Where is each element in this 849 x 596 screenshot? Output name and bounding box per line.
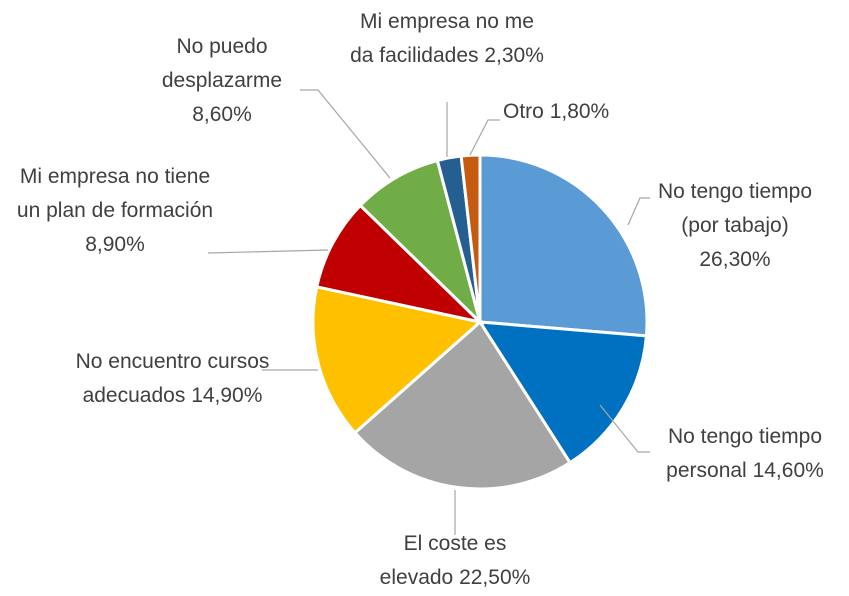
category-label: No tengo tiempo personal <box>666 425 823 482</box>
pie-slice <box>459 153 482 323</box>
pie-slice <box>478 153 649 338</box>
value-label: 8,60% <box>192 103 252 126</box>
slice-label: No puedo desplazarme 8,60% <box>147 30 297 132</box>
slice-label: Mi empresa no tiene un plan de formación… <box>15 160 215 262</box>
category-label: No puedo desplazarme <box>161 35 283 92</box>
category-label: No tengo tiempo (por tabajo) <box>657 180 813 237</box>
value-label: 22,50% <box>459 566 531 589</box>
slice-label: No tengo tiempo personal 14,60% <box>645 420 845 488</box>
category-label: Otro <box>503 100 544 123</box>
pie-slice <box>477 320 649 465</box>
leader-line <box>599 404 650 453</box>
value-label: 1,80% <box>549 100 610 123</box>
pie-slice <box>314 203 485 325</box>
value-label: 14,90% <box>191 384 263 407</box>
value-label: 8,90% <box>85 233 145 256</box>
value-label: 26,30% <box>699 248 771 271</box>
pie-slice <box>352 319 573 491</box>
slice-label: No encuentro cursos adecuados 14,90% <box>75 345 270 413</box>
slice-label: No tengo tiempo (por tabajo) 26,30% <box>645 175 825 277</box>
slice-label: Otro 1,80% <box>503 95 643 129</box>
pie-slice <box>358 158 483 327</box>
slices <box>311 153 649 491</box>
value-label: 14,60% <box>752 459 824 482</box>
category-label: Mi empresa no me da facilidades <box>350 10 534 67</box>
leader-line <box>300 89 391 179</box>
slice-label: El coste es elevado 22,50% <box>365 527 545 595</box>
category-label: Mi empresa no tiene un plan de formación <box>16 165 214 222</box>
pie-slice <box>311 285 484 435</box>
category-label: El coste es elevado <box>379 532 507 589</box>
leader-line <box>207 249 329 254</box>
slice-label: Mi empresa no me da facilidades 2,30% <box>347 5 547 73</box>
value-label: 2,30% <box>484 44 544 67</box>
leader-line <box>627 197 650 226</box>
leader-line <box>469 119 500 156</box>
category-label: No encuentro cursos adecuados <box>75 350 270 407</box>
